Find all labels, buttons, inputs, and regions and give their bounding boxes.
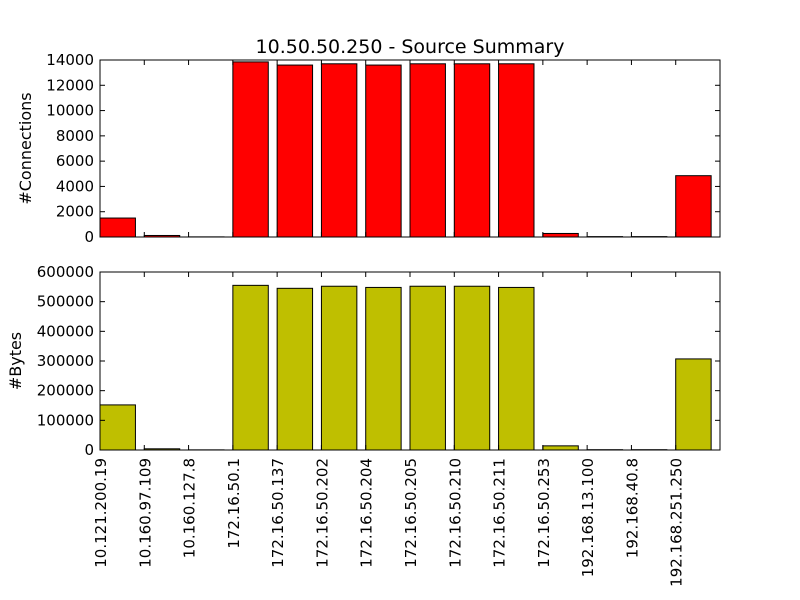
y-axis-label: #Connections <box>16 92 35 204</box>
x-tick-label: 10.121.200.19 <box>92 458 110 568</box>
bar <box>232 61 269 238</box>
x-tick-label: 10.160.127.8 <box>181 458 199 558</box>
bar <box>276 64 314 238</box>
y-tick-label: 10000 <box>46 102 94 120</box>
bar <box>232 284 269 451</box>
bar <box>453 285 491 451</box>
x-tick-label: 172.16.50.210 <box>446 458 464 568</box>
subplot-bytes: 0 100000 200000 300000 400000 500000 600000 #By… <box>6 263 721 459</box>
bar <box>675 175 712 238</box>
bar <box>453 63 491 238</box>
chart-title: 10.50.50.250 - Source Summary <box>256 36 565 58</box>
subplot-connections: 0 2000 4000 6000 8000 10000 12000 14000 #Connect… <box>16 51 721 246</box>
bar <box>498 286 535 451</box>
y-axis-label: #Bytes <box>6 332 25 390</box>
y-tick-label: 600000 <box>37 263 94 281</box>
y-tick-label: 500000 <box>37 293 94 311</box>
x-tick-label: 172.16.50.204 <box>358 458 376 568</box>
y-tick-label: 0 <box>84 228 94 246</box>
bar <box>99 404 136 451</box>
x-tick-label: 172.16.50.202 <box>313 458 331 568</box>
bar <box>409 63 446 238</box>
x-tick-label: 172.16.50.253 <box>535 458 553 568</box>
bar <box>365 286 402 451</box>
bar <box>542 445 579 451</box>
y-tick-label: 200000 <box>37 382 94 400</box>
bar <box>276 287 314 451</box>
y-tick-label: 14000 <box>46 51 94 69</box>
bar <box>542 232 579 238</box>
y-tick-label: 2000 <box>56 203 94 221</box>
bar <box>320 63 358 238</box>
bar <box>99 217 136 238</box>
bar <box>409 285 446 451</box>
y-tick-label: 6000 <box>56 152 94 170</box>
bar <box>498 63 535 238</box>
y-tick-label: 100000 <box>37 411 94 429</box>
x-tick-label: 10.160.97.109 <box>136 458 154 568</box>
x-tick-label: 192.168.13.100 <box>579 458 597 577</box>
x-tick-label: 172.16.50.1 <box>225 458 243 549</box>
y-tick-label: 300000 <box>37 352 94 370</box>
y-tick-label: 8000 <box>56 127 94 145</box>
bar <box>365 64 402 238</box>
bar <box>320 285 358 451</box>
x-tick-label: 172.16.50.137 <box>269 458 287 568</box>
y-tick-label: 400000 <box>37 322 94 340</box>
y-tick-label: 4000 <box>56 177 94 195</box>
y-tick-label: 12000 <box>46 76 94 94</box>
x-tick-label: 192.168.40.8 <box>623 458 641 558</box>
bar <box>675 358 712 451</box>
x-tick-label: 192.168.251.250 <box>668 458 686 587</box>
x-tick-label: 172.16.50.205 <box>402 458 420 568</box>
y-tick-label: 0 <box>84 441 94 459</box>
x-tick-label: 172.16.50.211 <box>491 458 509 568</box>
